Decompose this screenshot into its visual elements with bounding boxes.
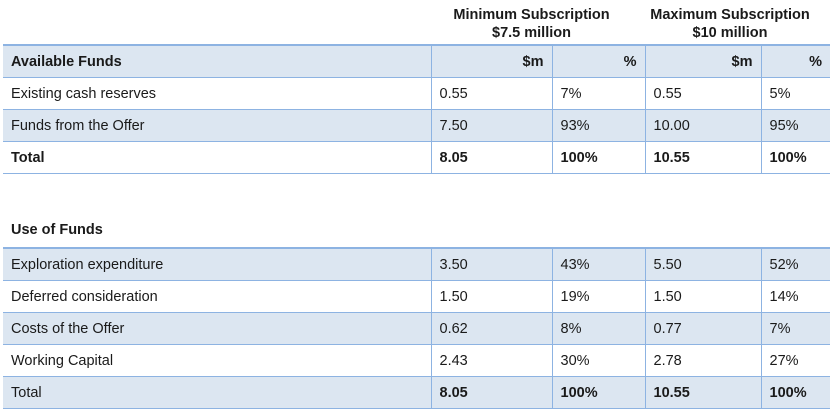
table-row: Exploration expenditure 3.50 43% 5.50 52… (3, 247, 830, 281)
col-header-min-m: $m (430, 44, 552, 78)
min-amount: 3.50 (430, 247, 552, 281)
total-row: Total 8.05 100% 10.55 100% (3, 376, 830, 409)
max-amount: 1.50 (644, 280, 761, 313)
row-label: Exploration expenditure (3, 247, 431, 281)
table-row: Existing cash reserves 0.55 7% 0.55 5% (3, 77, 830, 110)
min-percent: 43% (551, 247, 645, 281)
max-amount: 0.55 (644, 77, 761, 110)
col-header-min-pct: % (551, 44, 645, 78)
total-row: Total 8.05 100% 10.55 100% (3, 141, 830, 174)
max-percent: 14% (760, 280, 830, 313)
max-percent: 95% (760, 109, 830, 142)
max-amount: 5.50 (644, 247, 761, 281)
max-amount: 10.55 (644, 141, 761, 174)
min-percent: 8% (551, 312, 645, 345)
min-amount: 7.50 (430, 109, 552, 142)
max-amount: 10.00 (644, 109, 761, 142)
max-amount: 10.55 (644, 376, 761, 409)
min-header-line1: Minimum Subscription (453, 7, 610, 23)
row-label: Deferred consideration (3, 280, 431, 313)
min-amount: 2.43 (430, 344, 552, 377)
row-label: Existing cash reserves (3, 77, 431, 110)
min-percent: 100% (551, 141, 645, 174)
row-label: Total (3, 376, 431, 409)
min-amount: 8.05 (430, 376, 552, 409)
min-percent: 100% (551, 376, 645, 409)
min-amount: 0.55 (430, 77, 552, 110)
available-funds-title: Available Funds (3, 44, 431, 78)
available-funds-header-row: Available Funds $m % $m % (3, 44, 830, 78)
min-amount: 0.62 (430, 312, 552, 345)
min-header-line2: $7.5 million (492, 25, 571, 41)
max-amount: 2.78 (644, 344, 761, 377)
max-amount: 0.77 (644, 312, 761, 345)
max-header-line1: Maximum Subscription (650, 7, 810, 23)
table-row: Working Capital 2.43 30% 2.78 27% (3, 344, 830, 377)
max-percent: 52% (760, 247, 830, 281)
row-label: Costs of the Offer (3, 312, 431, 345)
table-row: Deferred consideration 1.50 19% 1.50 14% (3, 280, 830, 313)
row-label: Funds from the Offer (3, 109, 431, 142)
table-row: Costs of the Offer 0.62 8% 0.77 7% (3, 312, 830, 345)
use-of-funds-table: Exploration expenditure 3.50 43% 5.50 52… (3, 247, 830, 409)
use-of-funds-title: Use of Funds (11, 222, 103, 238)
row-label: Working Capital (3, 344, 431, 377)
max-percent: 5% (760, 77, 830, 110)
available-funds-table: Available Funds $m % $m % Existing cash … (3, 44, 830, 174)
max-percent: 100% (760, 141, 830, 174)
max-percent: 100% (760, 376, 830, 409)
row-label: Total (3, 141, 431, 174)
min-percent: 19% (551, 280, 645, 313)
max-percent: 27% (760, 344, 830, 377)
min-percent: 93% (551, 109, 645, 142)
table-row: Funds from the Offer 7.50 93% 10.00 95% (3, 109, 830, 142)
minimum-subscription-header: Minimum Subscription $7.5 million (433, 6, 630, 42)
min-percent: 30% (551, 344, 645, 377)
col-header-max-pct: % (760, 44, 830, 78)
min-percent: 7% (551, 77, 645, 110)
min-amount: 1.50 (430, 280, 552, 313)
min-amount: 8.05 (430, 141, 552, 174)
col-header-max-m: $m (644, 44, 761, 78)
max-percent: 7% (760, 312, 830, 345)
maximum-subscription-header: Maximum Subscription $10 million (630, 6, 830, 42)
max-header-line2: $10 million (692, 25, 768, 41)
